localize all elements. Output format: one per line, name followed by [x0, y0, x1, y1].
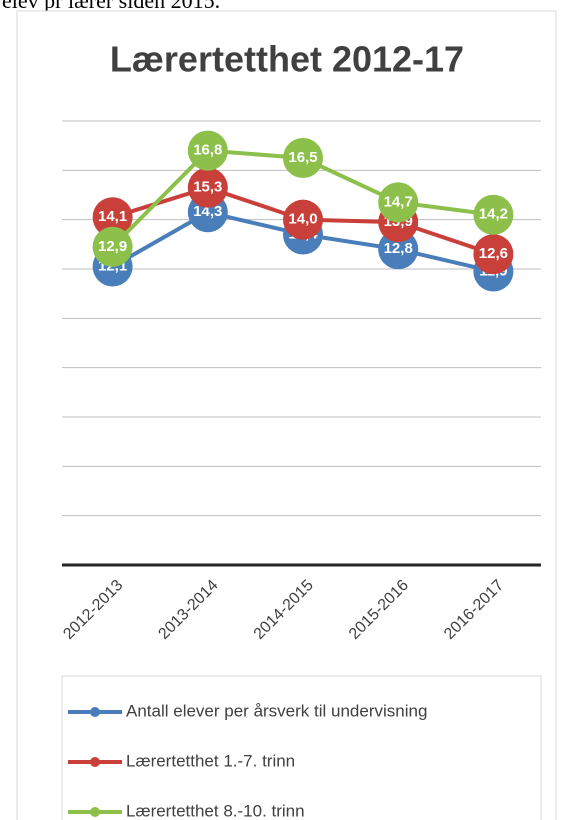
point-marker — [92, 226, 133, 267]
legend-label: Lærertetthet 1.-7. trinn — [126, 751, 295, 770]
point-marker — [378, 182, 419, 223]
data-label: 14,0 — [288, 211, 317, 228]
data-label: 16,8 — [193, 142, 222, 159]
legend-label: Antall elever per årsverk til undervisni… — [126, 701, 427, 720]
legend-box — [61, 675, 542, 820]
caption: elev pr lærer siden 2015. — [2, 0, 220, 13]
data-label: 16,5 — [288, 149, 317, 166]
legend-marker — [90, 807, 100, 817]
point-marker — [187, 130, 228, 171]
point-marker — [473, 194, 514, 235]
point-marker — [187, 167, 228, 208]
data-label: 15,3 — [193, 179, 222, 196]
legend-marker — [90, 757, 100, 767]
data-label: 12,8 — [384, 240, 413, 257]
legend-marker — [90, 707, 100, 717]
point-marker — [92, 197, 133, 238]
data-label: 14,2 — [479, 206, 508, 223]
point-marker — [283, 199, 323, 240]
point-marker — [473, 234, 514, 275]
chart-title: Lærertetthet 2012-17 — [110, 39, 464, 80]
legend-label: Lærertetthet 8.-10. trinn — [126, 801, 305, 820]
point-marker — [283, 138, 323, 178]
data-label: 12,6 — [479, 245, 508, 262]
data-label: 14,1 — [98, 208, 127, 225]
data-label: 12,9 — [98, 238, 127, 255]
data-label: 14,3 — [193, 203, 222, 220]
data-label: 14,7 — [384, 193, 413, 210]
